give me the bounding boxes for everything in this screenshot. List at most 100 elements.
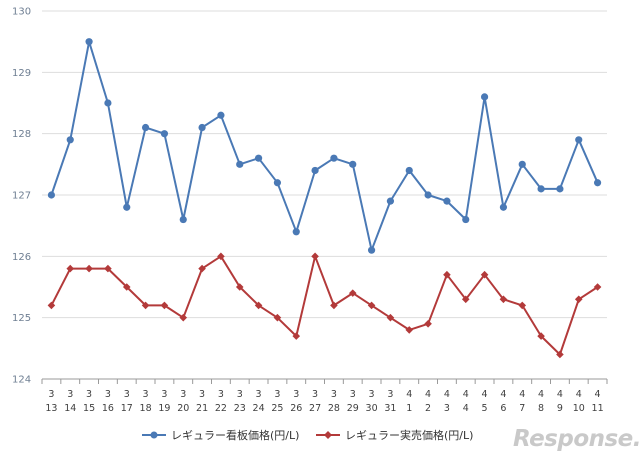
- gridlines: [42, 10, 607, 319]
- x-tick-label-day: 22: [215, 403, 227, 414]
- x-tick-label-month: 3: [237, 389, 243, 400]
- y-tick-label: 129: [12, 68, 31, 79]
- data-point: [443, 270, 451, 279]
- x-tick-label-month: 3: [124, 389, 130, 400]
- data-point: [556, 185, 564, 193]
- data-point: [179, 215, 187, 224]
- legend-marker-actual: [324, 431, 332, 439]
- x-tick-label-month: 3: [67, 389, 73, 400]
- data-point: [518, 160, 526, 168]
- x-tick-label-day: 15: [83, 403, 95, 414]
- x-tick-label-month: 3: [48, 389, 54, 400]
- data-point: [537, 332, 545, 340]
- data-point: [141, 123, 150, 132]
- data-point: [104, 264, 112, 273]
- x-tick-label-day: 26: [290, 403, 302, 414]
- data-point: [311, 166, 319, 175]
- x-tick-label-day: 29: [347, 403, 359, 414]
- x-tick-label-month: 4: [595, 389, 601, 400]
- x-tick-label-day: 3: [444, 403, 450, 414]
- data-point: [254, 154, 263, 162]
- x-tick-label-month: 3: [387, 389, 393, 400]
- series-signboard-price: [47, 38, 602, 254]
- data-point: [593, 283, 602, 291]
- x-tick-label-day: 7: [519, 403, 525, 414]
- data-point: [574, 295, 583, 304]
- x-tick-label-month: 3: [293, 389, 299, 400]
- x-tick-label-day: 23: [234, 403, 246, 414]
- x-tick-label-month: 3: [161, 389, 167, 400]
- data-point: [480, 270, 489, 279]
- x-tick-label-day: 24: [253, 403, 265, 414]
- data-point: [123, 203, 131, 211]
- data-point: [330, 154, 338, 162]
- data-point: [160, 130, 169, 138]
- x-axis: 3133143153163173183193203213223233243253…: [41, 378, 608, 414]
- x-tick-label-day: 9: [557, 403, 563, 414]
- legend-label-actual: レギュラー実売価格(円/L): [345, 428, 473, 442]
- data-point: [104, 99, 112, 107]
- data-point: [66, 264, 75, 273]
- data-point: [424, 191, 432, 199]
- x-tick-label-day: 18: [140, 403, 152, 414]
- y-tick-label: 124: [12, 375, 31, 386]
- series-layer: [47, 38, 602, 359]
- x-tick-label-day: 17: [121, 403, 133, 414]
- data-point: [330, 301, 338, 310]
- x-tick-label-month: 4: [482, 389, 488, 400]
- legend-label-signboard: レギュラー看板価格(円/L): [171, 428, 299, 442]
- data-point: [179, 313, 188, 322]
- data-point: [141, 301, 150, 310]
- data-point: [85, 38, 93, 46]
- data-point: [537, 185, 545, 193]
- y-tick-label: 126: [12, 252, 31, 263]
- x-tick-label-month: 3: [199, 389, 205, 400]
- x-tick-label-month: 3: [331, 389, 337, 400]
- x-tick-label-day: 25: [271, 403, 283, 414]
- x-tick-label-day: 28: [328, 403, 340, 414]
- data-point: [462, 215, 470, 224]
- data-point: [122, 283, 131, 291]
- data-point: [273, 313, 282, 322]
- data-point: [499, 203, 508, 211]
- x-tick-label-month: 3: [105, 389, 111, 400]
- y-tick-label: 128: [12, 129, 31, 140]
- x-tick-label-month: 3: [256, 389, 262, 400]
- data-point: [85, 264, 93, 273]
- data-point: [66, 136, 74, 144]
- data-point: [236, 160, 244, 168]
- y-axis: 124 125 126 127 128 129 130: [12, 7, 31, 386]
- x-tick-label-day: 30: [366, 403, 378, 414]
- data-point: [593, 179, 602, 187]
- x-tick-label-month: 4: [519, 389, 525, 400]
- data-point: [499, 295, 508, 304]
- data-point: [217, 252, 225, 261]
- response-logo: Response.: [513, 426, 640, 452]
- y-tick-label: 130: [12, 7, 31, 18]
- x-tick-label-day: 14: [64, 403, 76, 414]
- series-line: [50, 40, 599, 252]
- y-tick-label: 125: [12, 313, 31, 324]
- x-tick-label-day: 10: [573, 403, 585, 414]
- data-point: [461, 295, 470, 304]
- data-point: [424, 320, 432, 328]
- x-tick-label-month: 4: [463, 389, 469, 400]
- data-point: [198, 123, 206, 132]
- series-line: [50, 255, 599, 356]
- data-point: [47, 301, 56, 310]
- data-point: [348, 289, 357, 297]
- x-tick-label-month: 4: [500, 389, 506, 400]
- data-point: [254, 301, 263, 310]
- x-tick-label-month: 3: [312, 389, 318, 400]
- x-tick-label-month: 4: [576, 389, 582, 400]
- data-point: [480, 93, 489, 101]
- data-point: [47, 191, 56, 199]
- data-point: [405, 326, 414, 334]
- data-point: [556, 350, 564, 359]
- legend-marker-signboard: [150, 431, 158, 439]
- data-point: [198, 264, 206, 273]
- data-point: [405, 166, 413, 175]
- x-tick-label-day: 20: [177, 403, 189, 414]
- x-tick-label-month: 3: [143, 389, 149, 400]
